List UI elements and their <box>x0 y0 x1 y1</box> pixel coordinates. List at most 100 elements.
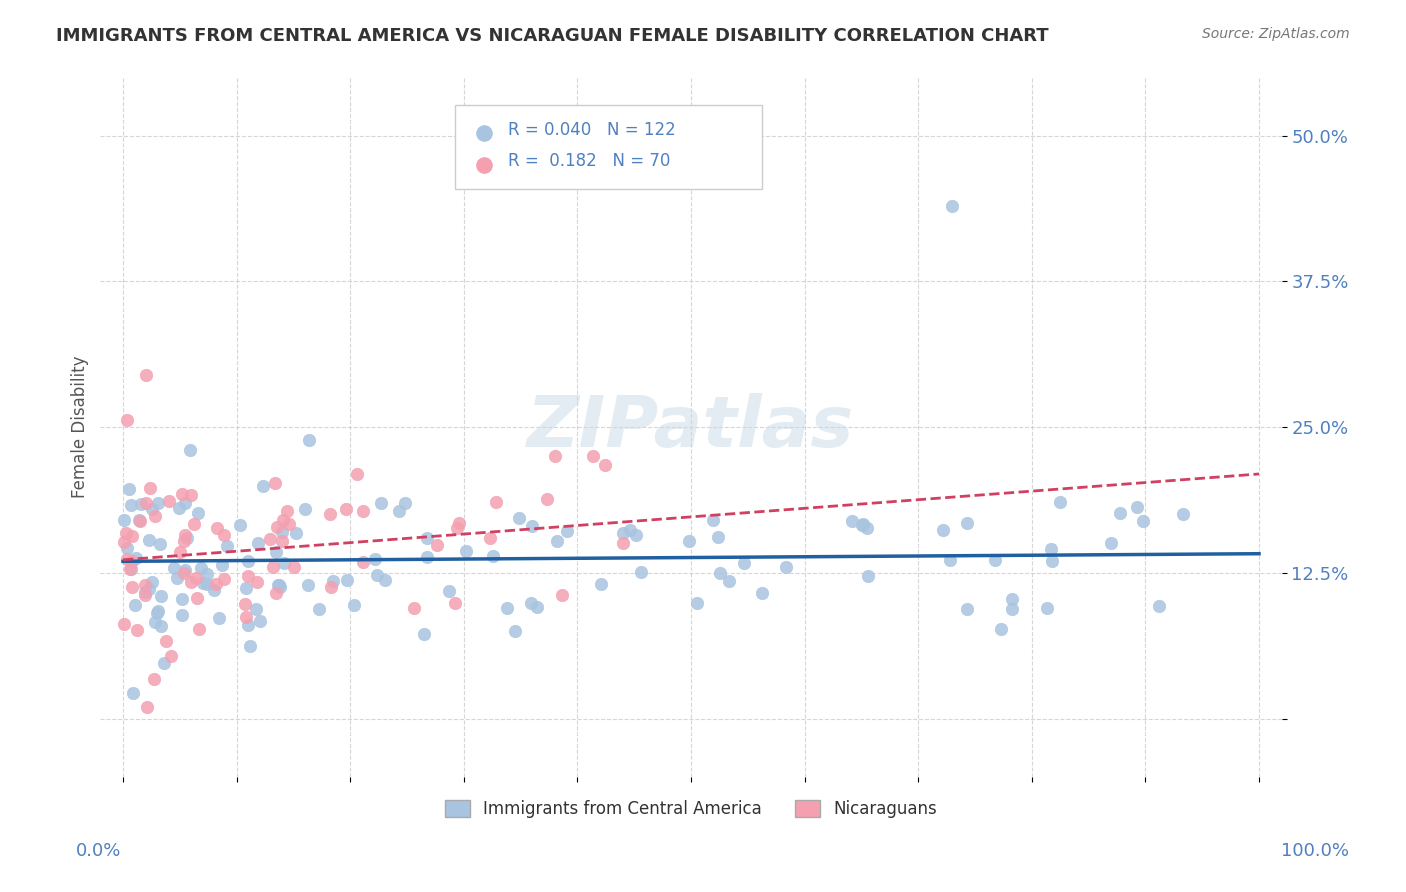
Point <box>160 649 183 664</box>
Point <box>121 554 143 568</box>
Point <box>252 479 274 493</box>
Point <box>267 578 290 592</box>
Point <box>169 545 191 559</box>
Point <box>276 504 298 518</box>
Point <box>484 495 506 509</box>
Point <box>155 634 177 648</box>
Point <box>120 562 142 576</box>
Point <box>135 496 157 510</box>
Point <box>437 584 460 599</box>
Text: ZIPatlas: ZIPatlas <box>527 392 855 462</box>
Point <box>143 615 166 630</box>
Point <box>388 503 411 517</box>
Point <box>270 533 292 548</box>
Point <box>298 434 321 448</box>
Point <box>283 559 305 574</box>
Point <box>264 545 287 559</box>
Point <box>624 527 647 541</box>
Point <box>364 552 387 566</box>
Point <box>215 539 238 553</box>
Point <box>267 578 290 592</box>
Point <box>941 199 963 213</box>
Point <box>212 528 235 542</box>
Point <box>134 585 156 599</box>
Text: R = 0.040   N = 122: R = 0.040 N = 122 <box>508 121 676 139</box>
Point <box>202 582 225 597</box>
Point <box>245 574 267 589</box>
Point <box>149 537 172 551</box>
Point <box>236 569 259 583</box>
Point <box>173 566 195 581</box>
Point <box>138 533 160 547</box>
Point <box>163 561 186 575</box>
Point <box>1099 536 1122 550</box>
Text: R =  0.182   N = 70: R = 0.182 N = 70 <box>508 153 671 170</box>
Point <box>184 571 207 585</box>
Point <box>278 517 301 532</box>
Point <box>149 618 172 632</box>
Point <box>508 511 530 525</box>
Point <box>1171 507 1194 521</box>
Point <box>520 596 543 610</box>
Point <box>271 525 294 540</box>
Point <box>449 516 471 531</box>
Point <box>336 573 359 587</box>
FancyBboxPatch shape <box>454 105 762 189</box>
Point <box>249 614 271 628</box>
Point <box>146 606 169 620</box>
Point <box>984 552 1007 566</box>
Point <box>138 481 160 495</box>
Point <box>233 598 256 612</box>
Point <box>1132 514 1154 528</box>
Point <box>1049 494 1071 508</box>
Point <box>205 577 228 591</box>
Point <box>495 601 517 615</box>
Point <box>1109 507 1132 521</box>
Point <box>931 523 953 537</box>
Point <box>235 609 257 624</box>
Point <box>1040 554 1063 568</box>
Point <box>352 504 374 518</box>
Point <box>702 513 724 527</box>
Point <box>374 573 396 587</box>
Point <box>370 496 392 510</box>
Point <box>187 506 209 520</box>
Point <box>707 530 730 544</box>
Point <box>112 616 135 631</box>
Point <box>246 536 269 550</box>
Point <box>259 532 281 546</box>
Point <box>416 550 439 565</box>
Point <box>115 541 138 555</box>
Point <box>128 514 150 528</box>
Point <box>544 449 567 463</box>
Point <box>751 586 773 600</box>
Point <box>319 507 342 521</box>
Point <box>526 600 548 615</box>
Point <box>208 611 231 625</box>
Point <box>1126 500 1149 514</box>
Point <box>117 413 139 427</box>
Point <box>146 604 169 618</box>
Point <box>285 526 308 541</box>
Point <box>1036 601 1059 615</box>
Point <box>120 499 142 513</box>
Point <box>404 601 426 615</box>
Point <box>173 534 195 549</box>
Point <box>205 521 228 535</box>
Point <box>319 580 342 594</box>
Point <box>955 601 977 615</box>
Point <box>343 599 366 613</box>
Point <box>195 576 218 591</box>
Point <box>183 516 205 531</box>
Point <box>195 567 218 582</box>
Point <box>269 580 291 594</box>
Point <box>167 501 190 516</box>
Point <box>294 501 316 516</box>
Point <box>394 496 416 510</box>
Point <box>855 521 877 535</box>
Point <box>264 586 287 600</box>
Point <box>235 581 257 595</box>
Point <box>938 553 960 567</box>
Point <box>426 538 449 552</box>
Point <box>245 601 267 615</box>
